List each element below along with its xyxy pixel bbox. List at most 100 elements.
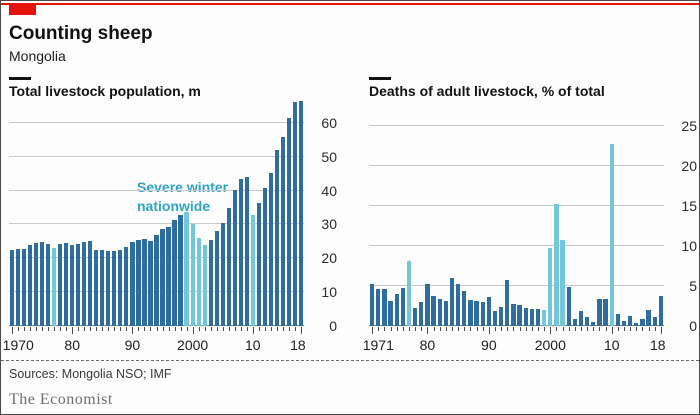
chart-title-dash (9, 77, 31, 80)
bar-1987 (112, 250, 117, 326)
bar-1996 (166, 226, 171, 326)
bar-2011 (256, 203, 261, 326)
x-tick-2017 (294, 327, 296, 331)
bar-2009 (244, 177, 249, 326)
x-tick-2003 (210, 327, 212, 331)
gridline-5 (369, 285, 664, 286)
bar-1976 (400, 288, 405, 326)
bar-1973 (27, 245, 33, 326)
x-tick-1976 (402, 327, 404, 331)
x-tick-1972 (378, 327, 380, 331)
x-tick-2005 (222, 327, 224, 331)
x-tick-2009 (246, 327, 248, 331)
x-tick-1978 (60, 327, 62, 331)
economist-brand: The Economist (9, 391, 113, 408)
bar-1970 (9, 249, 15, 326)
x-tick-1972 (24, 327, 26, 331)
x-tick-2010 (252, 327, 254, 334)
bar-1982 (82, 242, 87, 326)
bar-2007 (232, 189, 237, 326)
x-tick-1976 (48, 327, 50, 331)
bar-1980 (425, 283, 430, 326)
gridline-15 (369, 205, 664, 206)
bar-1992 (142, 239, 147, 326)
x-tick-1971 (372, 327, 374, 334)
x-tick-1983 (90, 327, 92, 331)
x-tick-1984 (96, 327, 98, 331)
gridline-50 (9, 155, 304, 157)
bar-1979 (419, 302, 424, 326)
bar-2010 (609, 143, 614, 326)
bar-2015 (280, 136, 286, 326)
bar-2017 (292, 101, 298, 326)
bar-1975 (40, 242, 45, 326)
x-tick-2016 (288, 327, 290, 331)
x-tick-2013 (630, 327, 632, 331)
x-tick-1977 (408, 327, 410, 331)
x-tick-2008 (240, 327, 242, 331)
bar-1981 (431, 296, 436, 326)
x-axis-label-2010: 10 (603, 337, 620, 353)
bar-2008 (238, 179, 243, 326)
x-tick-1998 (180, 327, 182, 331)
x-tick-2015 (642, 327, 644, 331)
bar-1995 (517, 305, 522, 326)
x-tick-1993 (150, 327, 152, 331)
bar-1995 (160, 229, 165, 326)
x-tick-2016 (648, 327, 650, 331)
footer-divider (1, 360, 699, 361)
x-tick-1980 (427, 327, 429, 334)
x-axis-label-2000: 2000 (534, 337, 566, 353)
bar-1996 (523, 307, 528, 326)
x-tick-2011 (258, 327, 260, 331)
bar-2013 (268, 173, 273, 326)
x-tick-1985 (102, 327, 104, 331)
bar-2007 (591, 322, 596, 326)
x-tick-2006 (587, 327, 589, 331)
x-tick-1990 (488, 327, 490, 334)
x-axis-label-2018: 18 (650, 337, 666, 353)
y-axis-label-15: 15 (681, 198, 697, 214)
bar-1972 (376, 289, 381, 326)
x-tick-1986 (108, 327, 110, 331)
bar-1985 (455, 283, 461, 326)
bar-1987 (468, 299, 473, 326)
page-title: Counting sheep (9, 23, 153, 44)
bar-1993 (505, 279, 510, 326)
x-tick-1977 (54, 327, 56, 331)
bar-2003 (208, 240, 213, 326)
x-tick-2007 (593, 327, 595, 331)
bar-2015 (640, 318, 645, 326)
x-tick-2005 (581, 327, 583, 331)
y-axis-label-0: 0 (329, 318, 337, 334)
bar-1999 (184, 212, 189, 326)
x-tick-1970 (12, 327, 13, 334)
x-axis-label-1980: 80 (419, 337, 436, 353)
x-tick-1989 (482, 327, 484, 331)
bar-1998 (178, 214, 183, 326)
bar-2008 (597, 298, 602, 326)
bar-2012 (262, 187, 267, 326)
top-accent-rule (1, 3, 699, 5)
bar-2014 (634, 322, 639, 326)
x-tick-1995 (162, 327, 164, 331)
gridline-30 (9, 223, 304, 225)
bar-2000 (190, 223, 195, 326)
bar-1974 (33, 243, 39, 326)
gridline-25 (369, 125, 664, 126)
x-tick-1993 (507, 327, 509, 331)
bar-1975 (394, 294, 399, 326)
bar-2011 (615, 314, 621, 326)
x-tick-1983 (445, 327, 447, 331)
bar-2018 (658, 296, 664, 326)
x-axis-label-1990: 90 (481, 337, 497, 353)
bar-2016 (286, 117, 292, 326)
x-tick-1995 (519, 327, 521, 331)
bar-1985 (100, 250, 105, 326)
x-tick-1991 (138, 327, 140, 331)
x-tick-1980 (72, 327, 74, 334)
x-axis-label-2000: 2000 (177, 337, 209, 353)
bar-1991 (492, 310, 498, 326)
bar-1984 (94, 249, 99, 326)
